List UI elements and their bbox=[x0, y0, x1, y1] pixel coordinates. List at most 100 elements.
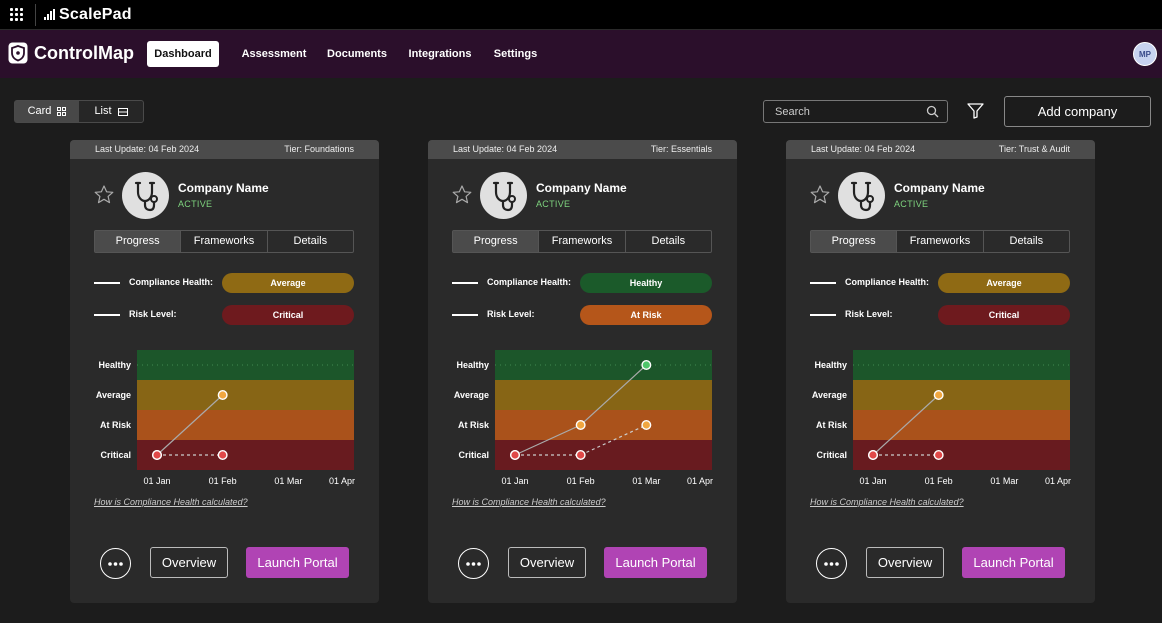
overview-button[interactable]: Overview bbox=[150, 547, 228, 578]
compliance-help-link[interactable]: How is Compliance Health calculated? bbox=[810, 497, 964, 507]
series-line-solid bbox=[872, 394, 940, 456]
dashed-legend-line bbox=[94, 314, 120, 316]
app-name: ControlMap bbox=[34, 42, 134, 63]
more-options-button[interactable] bbox=[100, 548, 131, 579]
company-name[interactable]: Company Name bbox=[894, 181, 985, 195]
tab-settings[interactable]: Settings bbox=[493, 48, 538, 60]
star-icon[interactable] bbox=[94, 185, 114, 204]
controlmap-logo[interactable]: ControlMap bbox=[8, 42, 134, 64]
company-logo bbox=[480, 172, 527, 219]
company-logo bbox=[838, 172, 885, 219]
data-point[interactable] bbox=[869, 451, 877, 459]
tab-frameworks[interactable]: Frameworks bbox=[181, 231, 268, 252]
more-dots-icon bbox=[108, 561, 123, 566]
compliance-help-link[interactable]: How is Compliance Health calculated? bbox=[94, 497, 248, 507]
tab-progress[interactable]: Progress bbox=[95, 231, 182, 252]
tier-label: Tier: Trust & Audit bbox=[998, 144, 1070, 154]
view-toggle: Card List bbox=[14, 100, 144, 123]
overview-button[interactable]: Overview bbox=[866, 547, 944, 578]
data-point[interactable] bbox=[219, 451, 227, 459]
tab-details[interactable]: Details bbox=[1009, 235, 1044, 247]
launch-portal-button[interactable]: Launch Portal bbox=[962, 547, 1065, 578]
x-tick-label: 01 Mar bbox=[990, 476, 1018, 486]
launch-portal-button[interactable]: Launch Portal bbox=[604, 547, 707, 578]
tab-frameworks[interactable]: Frameworks bbox=[539, 231, 626, 252]
scalepad-mark-icon bbox=[44, 9, 55, 20]
data-point[interactable] bbox=[577, 421, 585, 429]
data-point[interactable] bbox=[577, 451, 585, 459]
status-badge: ACTIVE bbox=[894, 199, 929, 209]
risk-level-row: Risk Level: Critical bbox=[810, 305, 1070, 325]
data-point[interactable] bbox=[219, 391, 227, 399]
app-grid-icon[interactable] bbox=[10, 8, 24, 22]
company-logo bbox=[122, 172, 169, 219]
star-icon[interactable] bbox=[452, 185, 472, 204]
tier-label: Tier: Foundations bbox=[284, 144, 354, 154]
chart-band-critical bbox=[853, 440, 1070, 470]
chart-band-average bbox=[495, 380, 712, 410]
tab-details[interactable]: Details bbox=[293, 235, 328, 247]
scalepad-logo[interactable]: ScalePad bbox=[44, 6, 132, 24]
company-name[interactable]: Company Name bbox=[178, 181, 269, 195]
compliance-health-pill: Average bbox=[222, 273, 354, 293]
tab-progress[interactable]: Progress bbox=[811, 231, 898, 252]
card-header: Last Update: 04 Feb 2024 Tier: Foundatio… bbox=[70, 140, 379, 159]
data-point[interactable] bbox=[642, 421, 650, 429]
x-tick-label: 01 Apr bbox=[687, 476, 713, 486]
tab-progress[interactable]: Progress bbox=[453, 231, 540, 252]
data-point[interactable] bbox=[935, 451, 943, 459]
search-icon[interactable] bbox=[926, 105, 939, 118]
last-update: Last Update: 04 Feb 2024 bbox=[95, 144, 200, 154]
risk-level-label: Risk Level: bbox=[845, 309, 893, 319]
risk-level-label: Risk Level: bbox=[129, 309, 177, 319]
company-name[interactable]: Company Name bbox=[536, 181, 627, 195]
compliance-health-label: Compliance Health: bbox=[487, 277, 572, 287]
more-options-button[interactable] bbox=[816, 548, 847, 579]
chart-band-healthy bbox=[853, 350, 1070, 380]
data-point[interactable] bbox=[511, 451, 519, 459]
tab-documents[interactable]: Documents bbox=[327, 48, 387, 60]
solid-legend-line bbox=[810, 282, 836, 284]
tab-integrations[interactable]: Integrations bbox=[408, 48, 472, 60]
filter-icon[interactable] bbox=[967, 103, 984, 119]
card-view-label: Card bbox=[27, 105, 52, 117]
compliance-health-row: Compliance Health: Healthy bbox=[452, 273, 712, 293]
risk-level-pill: Critical bbox=[222, 305, 354, 325]
star-icon[interactable] bbox=[810, 185, 830, 204]
search-input[interactable] bbox=[764, 101, 914, 122]
data-point[interactable] bbox=[935, 391, 943, 399]
data-point[interactable] bbox=[153, 451, 161, 459]
card-view-button[interactable]: Card bbox=[15, 101, 79, 122]
compliance-help-link[interactable]: How is Compliance Health calculated? bbox=[452, 497, 606, 507]
chart-band-at-risk bbox=[137, 410, 354, 440]
data-point[interactable] bbox=[642, 361, 650, 369]
y-tick-label: Critical bbox=[458, 450, 489, 460]
card-tabs: Progress Frameworks Details bbox=[94, 230, 354, 253]
y-tick-label: Critical bbox=[100, 450, 131, 460]
user-avatar[interactable]: MP bbox=[1133, 42, 1157, 66]
list-view-button[interactable]: List bbox=[79, 101, 143, 122]
x-tick-label: 01 Mar bbox=[274, 476, 302, 486]
tab-dashboard[interactable]: Dashboard bbox=[147, 41, 219, 67]
x-tick-label: 01 Jan bbox=[859, 476, 886, 486]
y-tick-label: Average bbox=[96, 390, 131, 400]
stethoscope-icon bbox=[492, 181, 516, 212]
tab-assessment[interactable]: Assessment bbox=[241, 48, 307, 60]
x-tick-label: 01 Apr bbox=[1045, 476, 1071, 486]
more-dots-icon bbox=[466, 561, 481, 566]
solid-legend-line bbox=[94, 282, 120, 284]
brand-name: ScalePad bbox=[59, 6, 132, 23]
compliance-health-row: Compliance Health: Average bbox=[94, 273, 354, 293]
overview-button[interactable]: Overview bbox=[508, 547, 586, 578]
stethoscope-icon bbox=[134, 181, 158, 212]
compliance-health-pill: Average bbox=[938, 273, 1070, 293]
tab-frameworks[interactable]: Frameworks bbox=[897, 231, 984, 252]
more-options-button[interactable] bbox=[458, 548, 489, 579]
x-tick-label: 01 Mar bbox=[632, 476, 660, 486]
launch-portal-button[interactable]: Launch Portal bbox=[246, 547, 349, 578]
risk-level-row: Risk Level: Critical bbox=[94, 305, 354, 325]
add-company-button[interactable]: Add company bbox=[1004, 96, 1151, 127]
tab-details[interactable]: Details bbox=[651, 235, 686, 247]
tier-label: Tier: Essentials bbox=[650, 144, 712, 154]
chart-band-healthy bbox=[495, 350, 712, 380]
